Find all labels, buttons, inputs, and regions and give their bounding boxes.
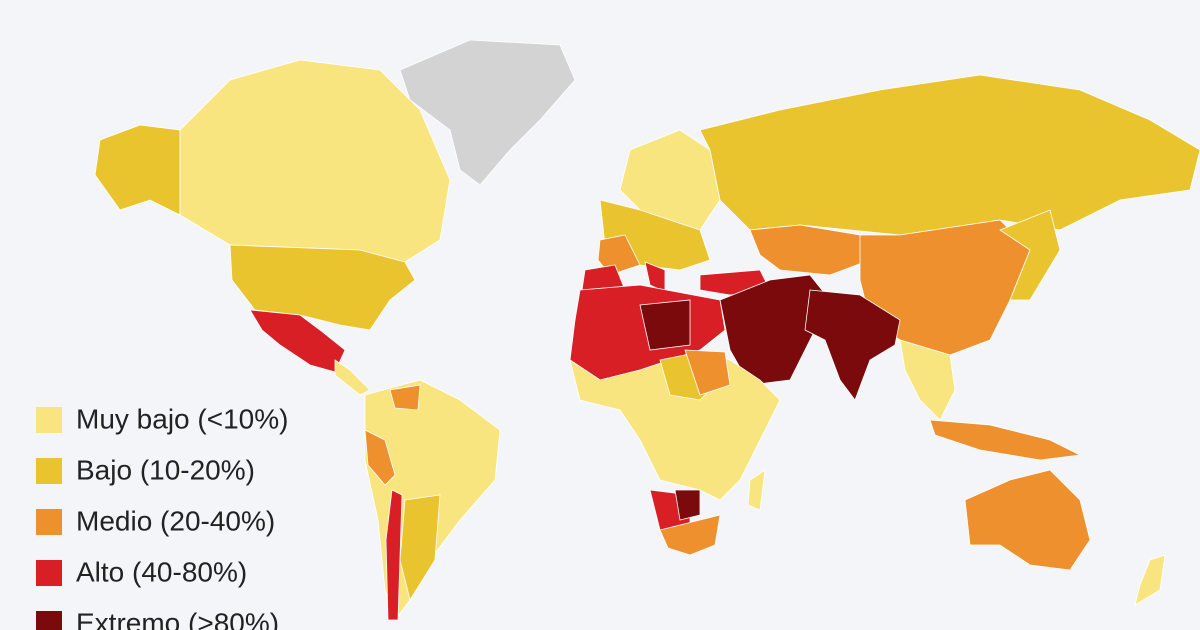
australia <box>964 469 1091 571</box>
russia <box>699 74 1200 236</box>
south-africa <box>659 514 721 556</box>
legend-label: Extremo (>80%) <box>76 607 279 630</box>
legend-swatch <box>36 407 62 433</box>
legend-label: Muy bajo (<10%) <box>76 403 288 434</box>
madagascar <box>747 469 766 511</box>
japan <box>999 209 1061 301</box>
southeast-asia <box>899 339 956 421</box>
legend: Muy bajo (<10%) Bajo (10-20%) Medio (20-40… <box>36 403 288 630</box>
argentina <box>399 494 441 602</box>
legend-swatch <box>36 458 62 484</box>
greenland <box>399 39 576 186</box>
alaska <box>94 124 181 216</box>
india <box>804 289 901 401</box>
new-zealand <box>1134 554 1166 606</box>
legend-label: Alto (40-80%) <box>76 556 247 587</box>
chile <box>385 489 403 621</box>
legend-swatch <box>36 611 62 630</box>
central-america <box>334 359 371 396</box>
france <box>597 234 641 276</box>
canada <box>179 59 451 266</box>
map-regions <box>94 39 1200 621</box>
legend-label: Bajo (10-20%) <box>76 454 255 485</box>
usa <box>229 244 416 331</box>
venezuela <box>389 384 421 411</box>
sudan <box>684 349 731 396</box>
libya <box>639 299 691 351</box>
legend-swatch <box>36 509 62 535</box>
peru <box>364 429 396 486</box>
legend-swatch <box>36 560 62 586</box>
central-asia <box>749 224 871 276</box>
indonesia <box>929 419 1082 461</box>
botswana <box>674 489 701 521</box>
middle-east <box>719 274 831 386</box>
legend-label: Medio (20-40%) <box>76 505 275 536</box>
